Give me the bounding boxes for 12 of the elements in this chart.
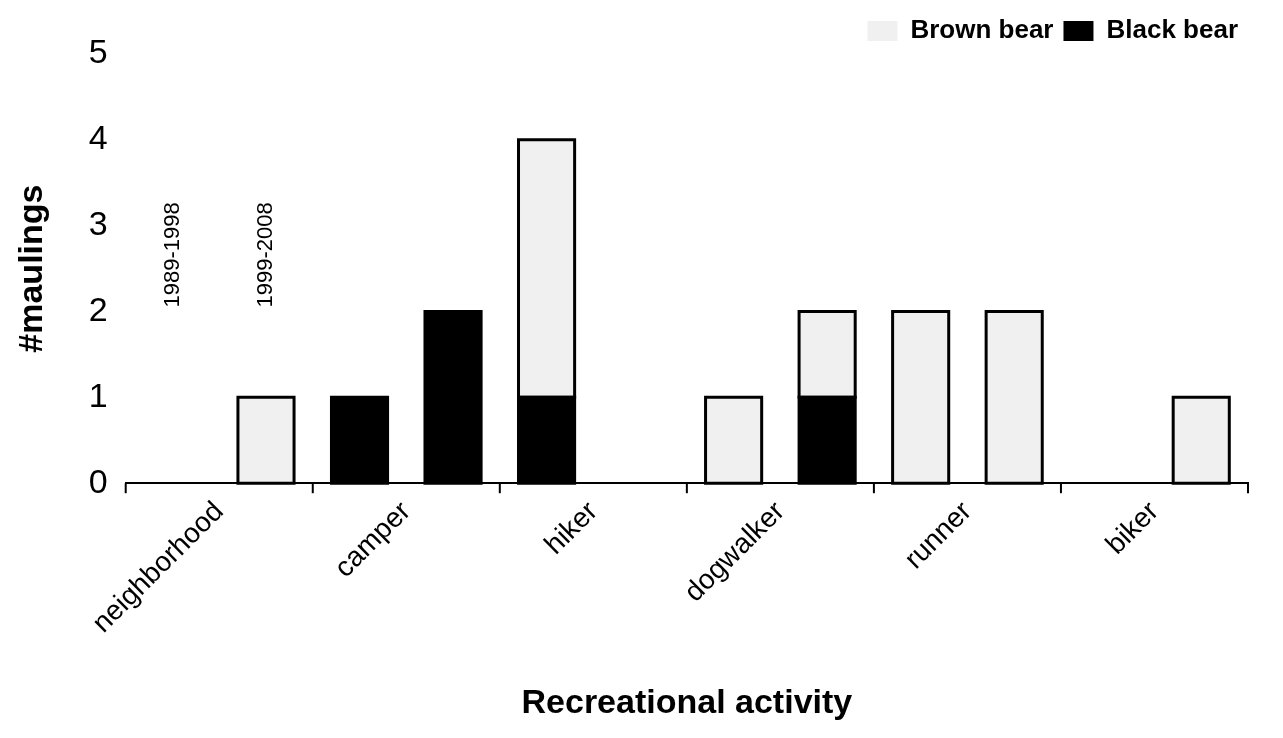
y-axis-title: #maulings bbox=[10, 184, 49, 353]
y-tick-label: 4 bbox=[88, 118, 108, 157]
y-tick-label: 3 bbox=[88, 204, 108, 243]
y-tick-label: 1 bbox=[88, 375, 108, 414]
y-tick-label: 5 bbox=[88, 32, 108, 71]
annotation: 1989-1998 bbox=[158, 202, 184, 308]
y-tick-label: 2 bbox=[88, 289, 108, 328]
x-axis-title: Recreational activity bbox=[521, 681, 853, 720]
legend-label: Black bear bbox=[1106, 14, 1239, 45]
annotation: 1999-2008 bbox=[252, 202, 278, 308]
y-tick-label: 0 bbox=[88, 461, 108, 500]
legend-label: Brown bear bbox=[910, 14, 1054, 45]
